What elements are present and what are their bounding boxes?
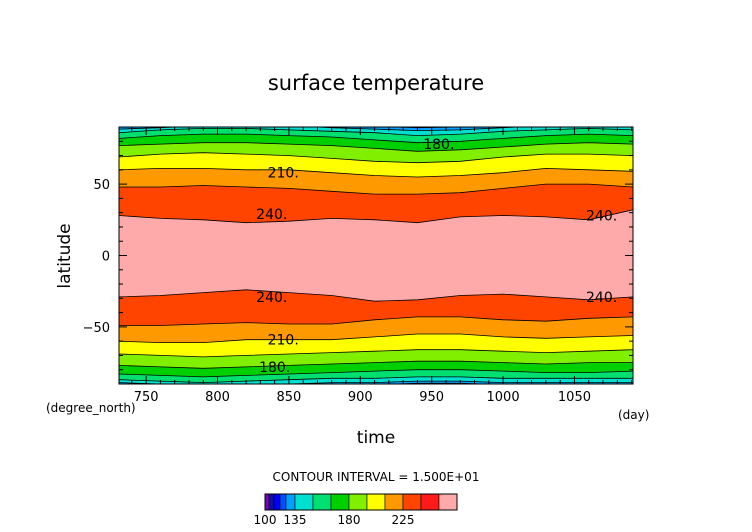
x-tick-label: 800 — [205, 390, 230, 405]
x-tick-label: 1050 — [558, 390, 591, 405]
contour-line-240-north — [119, 209, 633, 224]
x-units-label: (day) — [618, 408, 649, 422]
colorbar-swatch — [268, 493, 275, 511]
colorbar-swatch — [285, 493, 296, 511]
contour-line-165-north — [119, 133, 633, 144]
x-axis: 750 800 850 900 950 1000 1050 — [131, 127, 633, 405]
contour-line-225-north — [119, 183, 633, 195]
colorbar-swatch — [348, 493, 368, 511]
colorbar-swatch — [438, 493, 458, 511]
contour-interval-text: CONTOUR INTERVAL = 1.500E+01 — [273, 470, 480, 484]
colorbar-tick-label: 225 — [392, 513, 415, 527]
contour-line-210-south — [119, 333, 633, 344]
colorbar-swatch — [264, 493, 270, 511]
x-axis-label: time — [357, 428, 395, 448]
colorbar: 100 135 180 225 — [254, 493, 458, 527]
contour-line-210-north — [119, 167, 633, 178]
colorbar-swatch — [384, 493, 404, 511]
colorbar-swatch — [420, 493, 440, 511]
colorbar-swatch — [366, 493, 386, 511]
y-tick-label: 50 — [93, 178, 110, 193]
x-tick-label: 850 — [276, 390, 301, 405]
contour-line-180-south — [119, 360, 633, 369]
chart-title: surface temperature — [268, 71, 484, 95]
contour-label: 210. — [268, 166, 299, 182]
x-tick-label: 750 — [134, 390, 159, 405]
contour-label: 240. — [586, 209, 617, 225]
x-tick-label: 900 — [348, 390, 373, 405]
contour-line-240-south — [119, 289, 633, 302]
contour-label: 180. — [259, 360, 290, 376]
contour-line-225-south — [119, 316, 633, 326]
colorbar-swatch — [294, 493, 314, 511]
contour-bands — [119, 127, 633, 384]
contour-label: 240. — [586, 290, 617, 306]
contour-line-195-north — [119, 152, 633, 164]
colorbar-tick-label: 135 — [284, 513, 307, 527]
y-tick-label: −50 — [83, 321, 110, 336]
colorbar-swatch — [402, 493, 422, 511]
x-tick-label: 950 — [419, 390, 444, 405]
colorbar-swatch — [273, 493, 281, 511]
y-units-label: (degree_north) — [46, 401, 136, 415]
contour-line-180-north — [119, 142, 633, 152]
colorbar-swatch — [330, 493, 350, 511]
colorbar-swatch — [279, 493, 287, 511]
contour-line-165-south — [119, 369, 633, 378]
colorbar-swatch — [312, 493, 332, 511]
y-axis: −50 0 50 — [83, 140, 633, 371]
y-axis-label: latitude — [55, 223, 75, 288]
contour-label: 180. — [423, 137, 454, 153]
contour-label: 240. — [256, 290, 287, 306]
colorbar-tick-label: 180 — [338, 513, 361, 527]
contour-label: 240. — [256, 207, 287, 223]
contour-line-195-south — [119, 349, 633, 358]
x-tick-label: 1000 — [487, 390, 520, 405]
y-tick-label: 0 — [102, 250, 110, 265]
contour-labels: 180. 210. 240. 240. 240. 240. 210. 180. — [256, 137, 617, 376]
colorbar-tick-label: 100 — [254, 513, 277, 527]
colorbar-frame — [264, 493, 458, 511]
contour-label: 210. — [268, 333, 299, 349]
band-255 — [119, 209, 633, 302]
